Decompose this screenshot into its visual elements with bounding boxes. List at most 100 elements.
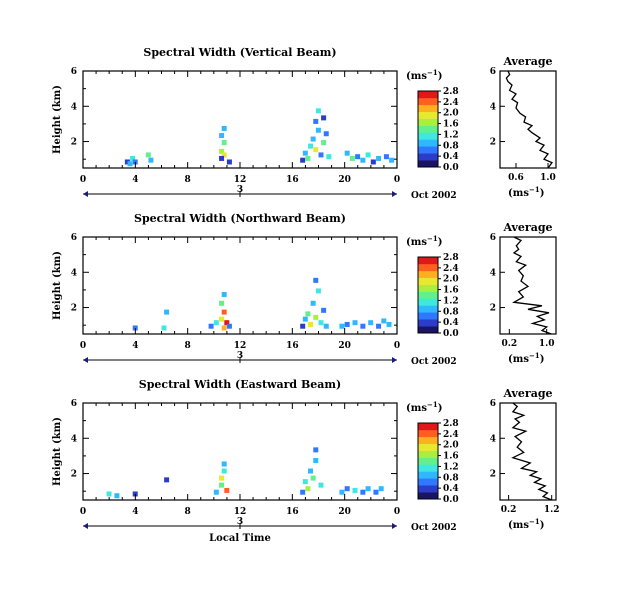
average-x-tick-label: 1.0 bbox=[540, 173, 556, 183]
data-cell bbox=[130, 155, 136, 161]
data-cell bbox=[313, 147, 319, 153]
colorbar-tick-label: 2.4 bbox=[443, 264, 459, 274]
data-cell bbox=[106, 491, 112, 497]
plot-frame bbox=[82, 402, 398, 501]
colorbar-tick-label: 0.0 bbox=[443, 495, 459, 505]
data-cell bbox=[226, 323, 232, 329]
data-cell bbox=[226, 159, 232, 165]
average-x-tick-label: 1.2 bbox=[544, 505, 560, 515]
day-label: 3 bbox=[237, 351, 243, 361]
average-y-tick-label: 4 bbox=[490, 434, 496, 444]
colorbar-band bbox=[418, 257, 438, 265]
colorbar-band bbox=[418, 91, 438, 99]
data-cell bbox=[376, 323, 382, 329]
day-axis-start-marker bbox=[83, 357, 88, 363]
data-cell bbox=[352, 487, 358, 493]
colorbar-tick-label: 0.8 bbox=[443, 473, 459, 483]
data-cell bbox=[365, 152, 371, 158]
data-cell bbox=[164, 309, 170, 315]
data-cell bbox=[315, 108, 321, 114]
colorbar-band bbox=[418, 118, 438, 126]
data-cell bbox=[313, 314, 319, 320]
y-axis-label: Height (km) bbox=[52, 85, 63, 154]
data-cell bbox=[221, 468, 227, 474]
colorbar-tick-label: 0.4 bbox=[443, 318, 459, 328]
colorbar-band bbox=[418, 291, 438, 299]
x-tick-label: 0 bbox=[394, 175, 400, 185]
y-tick-label: 6 bbox=[71, 399, 77, 409]
data-cell bbox=[315, 127, 321, 133]
data-cell bbox=[360, 323, 366, 329]
data-cell bbox=[219, 475, 225, 481]
colorbar-band bbox=[418, 305, 438, 313]
colorbar-tick-label: 0.8 bbox=[443, 141, 459, 151]
x-tick-label: 16 bbox=[286, 341, 299, 351]
colorbar-tick-label: 0.8 bbox=[443, 307, 459, 317]
date-label: Oct 2002 bbox=[411, 191, 457, 201]
date-label: Oct 2002 bbox=[411, 357, 457, 367]
average-x-axis-label: (ms−1) bbox=[508, 517, 544, 531]
data-cell bbox=[221, 291, 227, 297]
y-tick-label: 4 bbox=[71, 102, 77, 112]
data-cell bbox=[318, 320, 324, 326]
x-tick-label: 0 bbox=[394, 341, 400, 351]
colorbar-band bbox=[418, 111, 438, 119]
colorbar-band bbox=[418, 443, 438, 451]
colorbar-tick-label: 2.4 bbox=[443, 430, 459, 440]
data-cell bbox=[208, 323, 214, 329]
average-y-tick-label: 2 bbox=[490, 138, 496, 148]
average-title: Average bbox=[502, 387, 552, 400]
data-cell bbox=[313, 277, 319, 283]
colorbar-band bbox=[418, 450, 438, 458]
y-tick-label: 6 bbox=[71, 67, 77, 77]
panel-eastward: Spectral Width (Eastward Beam)0 4 8 12 16 20 0… bbox=[52, 378, 560, 544]
data-cell bbox=[370, 159, 376, 165]
date-label: Oct 2002 bbox=[411, 523, 457, 533]
data-cell bbox=[300, 157, 306, 163]
data-cell bbox=[378, 486, 384, 492]
colorbar-band bbox=[418, 104, 438, 113]
data-cell bbox=[313, 118, 319, 124]
colorbar-tick-label: 1.6 bbox=[443, 452, 459, 462]
data-cell bbox=[368, 320, 374, 326]
average-y-tick-label: 6 bbox=[490, 67, 496, 77]
data-cell bbox=[360, 489, 366, 495]
colorbar-band bbox=[418, 270, 438, 279]
colorbar-tick-label: 1.6 bbox=[443, 120, 459, 130]
data-cell bbox=[224, 320, 230, 326]
x-tick-label: 12 bbox=[234, 507, 247, 517]
data-cell bbox=[323, 323, 329, 329]
x-tick-label: 4 bbox=[132, 341, 138, 351]
x-tick-label: 4 bbox=[132, 175, 138, 185]
colorbar-tick-label: 1.2 bbox=[443, 296, 459, 306]
colorbar-band bbox=[418, 471, 438, 479]
colorbar-band bbox=[418, 153, 438, 161]
x-tick-label: 20 bbox=[338, 175, 351, 185]
colorbar-tick-label: 1.6 bbox=[443, 286, 459, 296]
data-cell bbox=[318, 482, 324, 488]
data-cell bbox=[302, 150, 308, 156]
data-cell bbox=[305, 311, 311, 317]
data-cell bbox=[310, 300, 316, 306]
average-y-tick-label: 2 bbox=[490, 470, 496, 480]
plot-frame bbox=[82, 236, 398, 335]
data-cell bbox=[349, 155, 355, 161]
data-cell bbox=[344, 486, 350, 492]
y-axis-label: Height (km) bbox=[52, 251, 63, 320]
colorbar-frame bbox=[417, 422, 439, 500]
colorbar-band bbox=[418, 457, 438, 465]
data-cell bbox=[213, 320, 219, 326]
colorbar-band bbox=[418, 97, 438, 106]
colorbar-band bbox=[418, 492, 438, 500]
data-cell bbox=[124, 159, 130, 165]
data-cell bbox=[300, 489, 306, 495]
data-cell bbox=[221, 309, 227, 315]
colorbar-tick-label: 2.8 bbox=[443, 87, 459, 97]
data-cell bbox=[164, 477, 170, 483]
colorbar-unit-label: (ms−1) bbox=[406, 234, 442, 248]
data-cell bbox=[219, 300, 225, 306]
colorbar-tick-label: 2.8 bbox=[443, 253, 459, 263]
average-y-tick-label: 6 bbox=[490, 399, 496, 409]
data-cell bbox=[221, 461, 227, 467]
data-cell bbox=[221, 140, 227, 146]
